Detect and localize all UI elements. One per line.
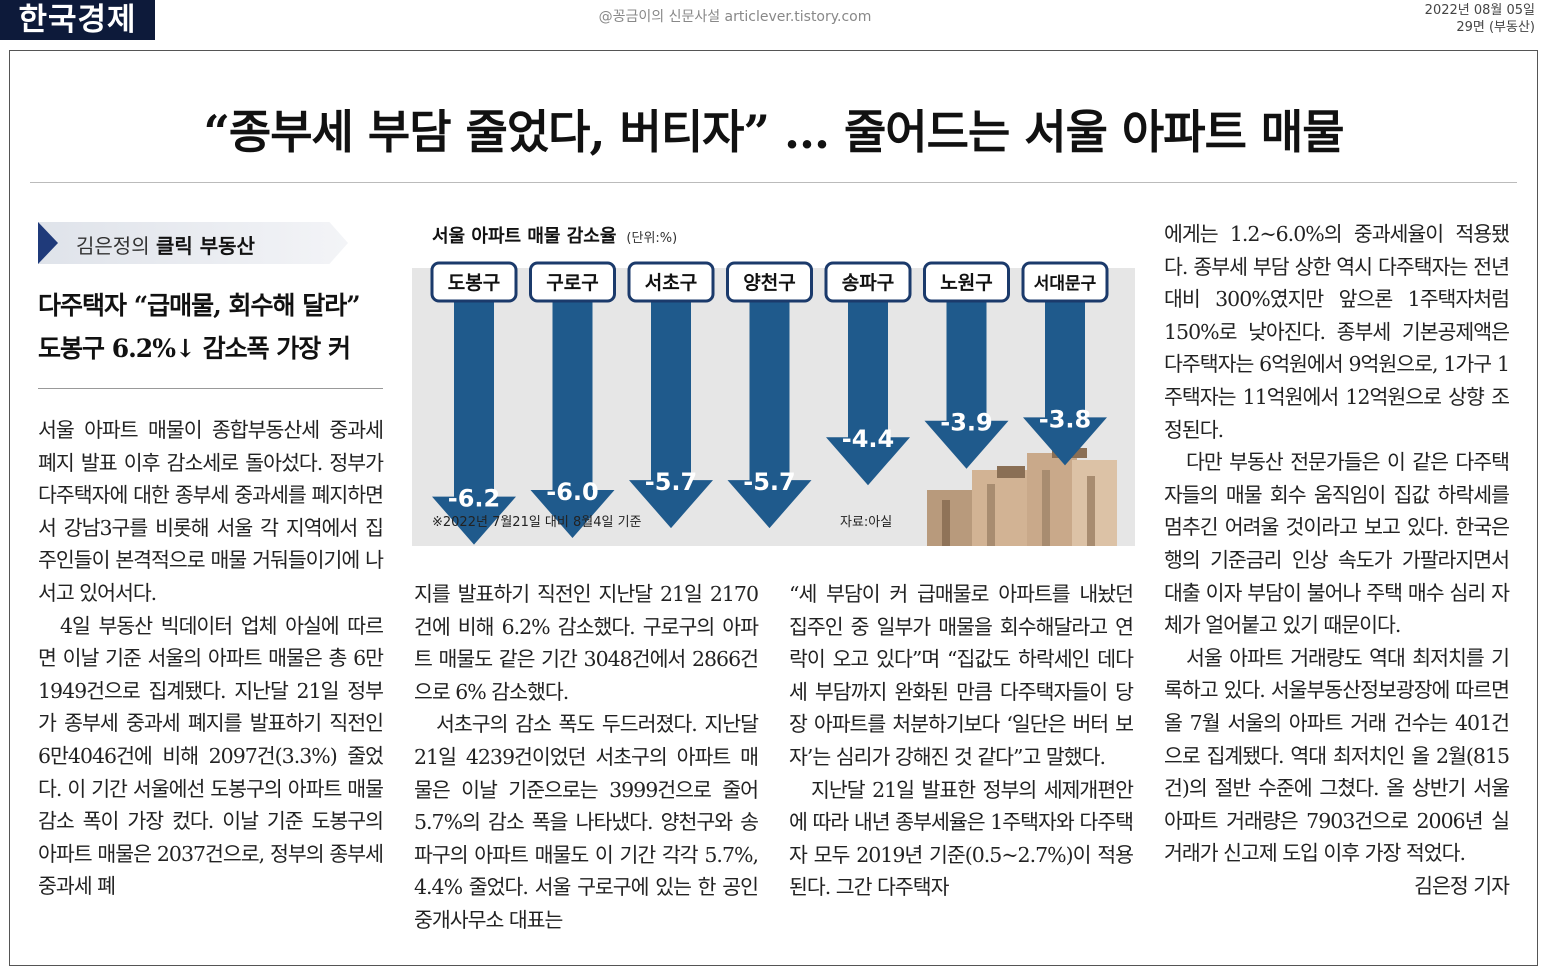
category-box bbox=[726, 261, 813, 303]
category-label: 서초구 bbox=[645, 272, 697, 294]
category-label: 노원구 bbox=[940, 272, 992, 294]
value-label: -5.7 bbox=[645, 468, 697, 496]
bar-구로구 bbox=[530, 300, 615, 538]
chart-svg: -6.2 -6.0 -5.7 -5.7 -4.4 -3.9 -3.8 도봉구 구로구 서초구 양천… bbox=[412, 261, 1135, 546]
value-label: -4.4 bbox=[842, 425, 894, 453]
category-label: 도봉구 bbox=[448, 272, 500, 294]
bar-서초구 bbox=[629, 300, 713, 529]
chart-unit: (단위:%) bbox=[626, 231, 678, 246]
paragraph: 지난달 21일 발표한 정부의 세제개편안에 따라 내년 종부세율은 1주택자와… bbox=[789, 777, 1134, 900]
category-label: 구로구 bbox=[546, 272, 598, 294]
watermark-text: @꽁금이의 신문사설 articlever.tistory.com bbox=[598, 9, 872, 25]
column-kicker-bg bbox=[38, 222, 348, 264]
bar-노원구 bbox=[924, 300, 1009, 469]
kicker-bold: 클릭 부동산 bbox=[155, 234, 255, 258]
kicker-arrow-icon bbox=[38, 222, 58, 264]
paragraph: “세 부담이 커 급매물로 아파트를 내놨던 집주인 중 일부가 매물을 회수해… bbox=[789, 582, 1134, 769]
category-label: 양천구 bbox=[743, 272, 795, 294]
masthead: 한국경제 @꽁금이의 신문사설 articlever.tistory.com 2… bbox=[0, 0, 1547, 44]
paragraph: 지를 발표하기 직전인 지난달 21일 2170건에 비해 6.2% 감소했다.… bbox=[414, 582, 759, 704]
issue-date: 2022년 08월 05일 bbox=[1424, 3, 1535, 18]
body-column-4: 에게는 1.2~6.0%의 중과세율이 적용됐다. 종부세 부담 상한 역시 다… bbox=[1164, 218, 1510, 902]
body-column-2: 지를 발표하기 직전인 지난달 21일 2170건에 비해 6.2% 감소했다.… bbox=[414, 578, 759, 937]
body-column-3: “세 부담이 커 급매물로 아파트를 내놨던 집주인 중 일부가 매물을 회수해… bbox=[789, 578, 1134, 904]
building-illustration bbox=[927, 448, 1117, 546]
paragraph: 서울 아파트 매물이 종합부동산세 중과세 폐지 발표 이후 감소세로 돌아섰다… bbox=[38, 418, 384, 605]
body-column-1: 서울 아파트 매물이 종합부동산세 중과세 폐지 발표 이후 감소세로 돌아섰다… bbox=[38, 414, 384, 903]
category-box bbox=[1021, 261, 1109, 303]
bar-송파구 bbox=[826, 300, 910, 486]
paragraph: 서울 아파트 거래량도 역대 최저치를 기록하고 있다. 서울부동산정보광장에 … bbox=[1164, 645, 1510, 866]
newspaper-logo: 한국경제 bbox=[0, 0, 155, 40]
chart-source: 자료:아실 bbox=[840, 515, 893, 530]
paragraph: 다만 부동산 전문가들은 이 같은 다주택자들의 매물 회수 움직임이 집값 하… bbox=[1164, 450, 1510, 638]
issue-page: 29면 (부동산) bbox=[1456, 20, 1535, 35]
category-box bbox=[430, 261, 518, 303]
subhead-divider bbox=[38, 388, 383, 389]
category-box bbox=[529, 261, 616, 303]
paragraph: 에게는 1.2~6.0%의 중과세율이 적용됐다. 종부세 부담 상한 역시 다… bbox=[1164, 222, 1510, 442]
value-label: -6.2 bbox=[448, 485, 500, 513]
chart-title: 서울 아파트 매물 감소율 (단위:%) bbox=[432, 222, 677, 248]
paragraph: 서초구의 감소 폭도 두드러졌다. 지난달 21일 4239건이었던 서초구의 … bbox=[414, 712, 759, 932]
bar-서대문구 bbox=[1023, 300, 1107, 466]
category-label: 송파구 bbox=[842, 272, 894, 294]
value-label: -3.9 bbox=[940, 409, 992, 437]
column-kicker: 김은정의 클릭 부동산 bbox=[76, 230, 255, 259]
bar-양천구 bbox=[727, 300, 812, 529]
subhead-line-2: 도봉구 6.2%↓ 감소폭 가장 커 bbox=[38, 334, 351, 363]
chart-note: ※2022년 7월21일 대비 8월4일 기준 bbox=[432, 515, 642, 530]
category-label: 서대문구 bbox=[1034, 274, 1097, 294]
issue-info: 2022년 08월 05일 29면 (부동산) bbox=[1425, 2, 1535, 36]
paragraph: 4일 부동산 빅데이터 업체 아실에 따르면 이날 기준 서울의 아파트 매물은… bbox=[38, 613, 384, 899]
bar-도봉구 bbox=[432, 300, 516, 545]
article-subhead: 다주택자 “급매물, 회수해 달라” 도봉구 6.2%↓ 감소폭 가장 커 bbox=[38, 284, 388, 370]
byline: 김은정 기자 bbox=[1414, 873, 1510, 898]
subhead-line-1: 다주택자 “급매물, 회수해 달라” bbox=[38, 291, 361, 320]
category-box bbox=[923, 261, 1010, 303]
article-frame bbox=[9, 50, 1538, 966]
kicker-prefix: 김은정의 bbox=[76, 234, 156, 258]
value-label: -5.7 bbox=[743, 468, 795, 496]
category-box bbox=[824, 261, 912, 303]
value-label: -6.0 bbox=[546, 478, 598, 506]
chart-title-text: 서울 아파트 매물 감소율 bbox=[432, 226, 617, 247]
value-label: -3.8 bbox=[1039, 405, 1091, 433]
chart: -6.2 -6.0 -5.7 -5.7 -4.4 -3.9 -3.8 도봉구 구로구 서초구 양천… bbox=[412, 208, 1135, 546]
headline-divider bbox=[30, 182, 1517, 183]
article-headline: “종부세 부담 줄었다, 버티자” … 줄어드는 서울 아파트 매물 bbox=[203, 105, 1344, 159]
category-box bbox=[627, 261, 715, 303]
